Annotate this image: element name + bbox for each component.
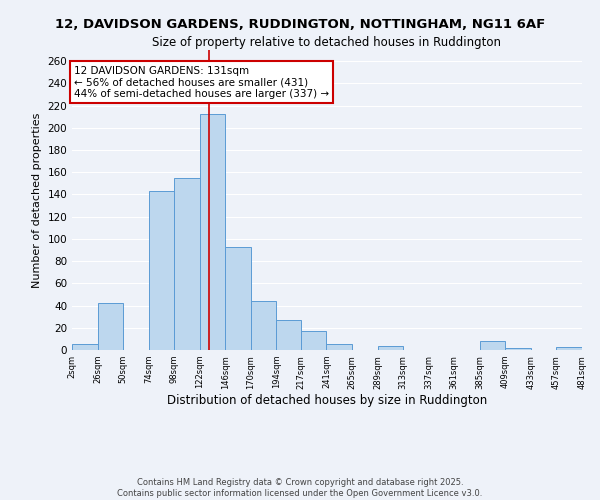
Text: 12 DAVIDSON GARDENS: 131sqm
← 56% of detached houses are smaller (431)
44% of se: 12 DAVIDSON GARDENS: 131sqm ← 56% of det…: [74, 66, 329, 99]
Bar: [301, 331, 326, 350]
Bar: [277, 320, 301, 350]
Y-axis label: Number of detached properties: Number of detached properties: [32, 112, 42, 288]
Bar: [200, 114, 226, 350]
Bar: [98, 304, 123, 350]
Bar: [72, 344, 98, 350]
X-axis label: Distribution of detached houses by size in Ruddington: Distribution of detached houses by size …: [167, 394, 487, 407]
Title: Size of property relative to detached houses in Ruddington: Size of property relative to detached ho…: [152, 36, 502, 49]
Bar: [480, 341, 505, 350]
Bar: [149, 191, 174, 350]
Bar: [377, 346, 403, 350]
Bar: [174, 178, 200, 350]
Bar: [556, 346, 582, 350]
Bar: [505, 348, 531, 350]
Bar: [226, 246, 251, 350]
Bar: [326, 344, 352, 350]
Text: Contains HM Land Registry data © Crown copyright and database right 2025.
Contai: Contains HM Land Registry data © Crown c…: [118, 478, 482, 498]
Text: 12, DAVIDSON GARDENS, RUDDINGTON, NOTTINGHAM, NG11 6AF: 12, DAVIDSON GARDENS, RUDDINGTON, NOTTIN…: [55, 18, 545, 30]
Bar: [251, 301, 277, 350]
